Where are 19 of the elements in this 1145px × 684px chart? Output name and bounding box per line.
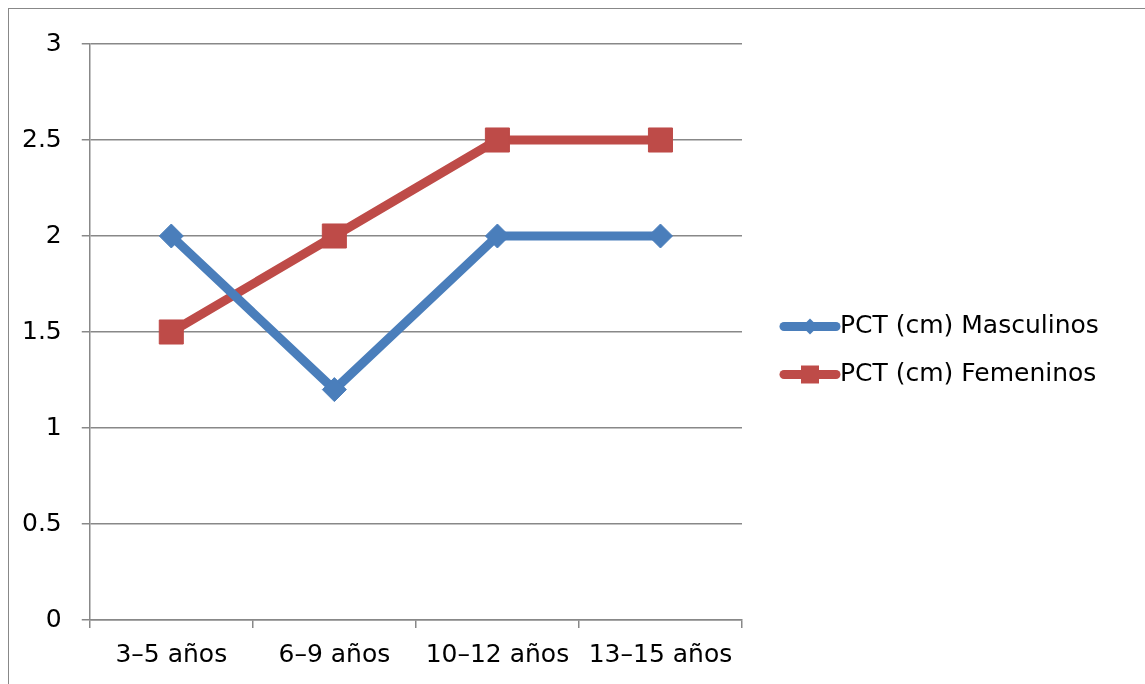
point [158,223,184,249]
x-tick-label: 10–12 años [425,638,570,668]
point [321,377,347,403]
legend-label: PCT (cm) Femeninos [840,358,1097,387]
x-tick-label: 3–5 años [115,638,228,668]
y-tick-label: 1.5 [21,315,62,345]
point [647,127,673,153]
x-tick-label: 6–9 años [278,638,391,668]
point [158,319,184,345]
legend-label: PCT (cm) Masculinos [840,310,1099,339]
y-tick-label: 0 [45,603,62,633]
y-tick-label: 0.5 [21,507,62,537]
y-tick-label: 2 [45,219,62,249]
point [484,127,510,153]
x-tick-label: 13–15 años [588,638,733,668]
point [321,223,347,249]
y-tick-label: 2.5 [21,123,62,153]
y-tick-label: 1 [45,411,62,441]
y-tick-label: 3 [45,27,62,57]
